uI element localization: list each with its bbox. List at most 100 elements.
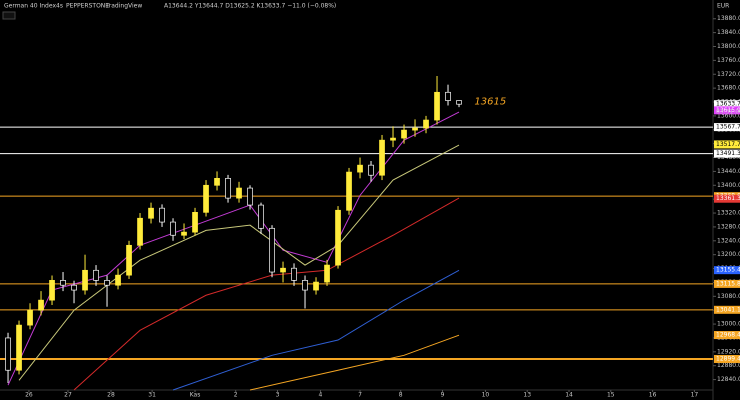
y-tick-label: 13200.0 <box>717 251 740 258</box>
x-tick-label: 7 <box>358 392 362 399</box>
toggle-button[interactable] <box>2 11 16 20</box>
candle-body <box>434 91 440 121</box>
moving-average <box>249 334 460 391</box>
price-tag-label: 13491.3 <box>716 150 740 157</box>
candle-body <box>324 264 330 283</box>
candle-body <box>192 211 198 233</box>
y-tick-label: 13400.0 <box>717 182 740 189</box>
candle-body <box>214 177 220 186</box>
candle-body <box>247 187 253 206</box>
price-tag <box>714 266 740 275</box>
x-tick-label: 9 <box>441 392 445 399</box>
annotation: 13615 <box>474 97 506 108</box>
price-tag <box>714 106 740 115</box>
candle-body <box>390 137 396 141</box>
y-tick-label: 13840.0 <box>717 29 740 36</box>
price-tag-label: 12899.4 <box>716 355 740 362</box>
y-tick-label: 12920.0 <box>717 348 740 355</box>
candle-body <box>170 221 176 236</box>
price-tag-label: 13517.7 <box>716 141 740 148</box>
y-tick-label: 13880.0 <box>717 15 740 22</box>
y-tick-label: 12840.0 <box>717 376 740 383</box>
candle-body <box>445 91 451 101</box>
y-tick-label: 13280.0 <box>717 223 740 230</box>
y-tick-label: 13800.0 <box>717 43 740 50</box>
x-tick-label: 14 <box>565 392 573 399</box>
candle-body <box>346 171 352 211</box>
x-tick-label: 10 <box>482 392 490 399</box>
candle-body <box>357 164 363 173</box>
candle-body <box>159 207 165 223</box>
x-tick-label: 13 <box>523 392 531 399</box>
price-tag <box>714 123 740 132</box>
y-tick-label: 13320.0 <box>717 210 740 217</box>
moving-average <box>172 269 460 391</box>
price-tag <box>714 100 740 109</box>
x-tick-label: 2 <box>234 392 238 399</box>
symbol: German 40 Index <box>4 3 56 10</box>
price-tag <box>714 149 740 158</box>
candle-body <box>291 267 297 281</box>
price-tag <box>714 279 740 288</box>
candle-body <box>368 164 374 176</box>
candle-body <box>137 217 143 246</box>
x-tick-label: 15 <box>607 392 615 399</box>
candle-body <box>401 129 407 139</box>
candle-body <box>16 324 22 371</box>
moving-average <box>18 144 460 381</box>
candle-body <box>456 100 462 105</box>
candle-body <box>236 187 242 199</box>
price-tag <box>714 354 740 363</box>
y-tick-label: 13720.0 <box>717 71 740 78</box>
candle-body <box>148 207 154 219</box>
x-tick-label: Kas <box>190 392 201 399</box>
broker: PEPPERSTONE <box>66 3 109 10</box>
x-tick-label: 17 <box>691 392 699 399</box>
price-tag <box>714 331 740 340</box>
candle-body <box>38 299 44 311</box>
candle-body <box>280 267 286 273</box>
candle-body <box>225 177 231 199</box>
price-tag-label: 13615.9 <box>716 107 740 114</box>
x-tick-label: 27 <box>64 392 72 399</box>
price-tag-label: 13155.4 <box>716 267 740 274</box>
y-tick-label: 13680.0 <box>717 85 740 92</box>
x-tick-label: 4 <box>319 392 323 399</box>
price-tag-label: 12968.4 <box>716 332 740 339</box>
price-tag <box>714 305 740 314</box>
candle-body <box>60 280 66 286</box>
candle-body <box>104 280 110 286</box>
price-tag <box>714 194 740 203</box>
interval: 4s <box>56 3 63 10</box>
candle-body <box>27 309 33 326</box>
x-tick-label: 3 <box>276 392 280 399</box>
candle-body <box>115 274 121 286</box>
y-tick-label: 13440.0 <box>717 168 740 175</box>
candle-body <box>379 139 385 176</box>
candle-body <box>82 269 88 291</box>
candle-body <box>181 231 187 236</box>
x-tick-label: 28 <box>107 392 115 399</box>
candle-body <box>126 244 132 276</box>
candle-body <box>423 119 429 129</box>
platform: TradingView <box>105 3 142 10</box>
candle-body <box>412 127 418 131</box>
candle-body <box>203 184 209 213</box>
y-tick-label: 13600.0 <box>717 112 740 119</box>
price-tag <box>714 140 740 149</box>
y-tick-label: 13080.0 <box>717 293 740 300</box>
y-tick-label: 13240.0 <box>717 237 740 244</box>
candle-body <box>93 269 99 281</box>
currency[interactable]: EUR <box>717 3 729 10</box>
price-tag-label: 13115.8 <box>716 280 740 287</box>
candle-body <box>269 227 275 273</box>
candle-body <box>5 337 11 371</box>
price-tag-label: 13361.3 <box>716 195 740 202</box>
price-tag-label: 13041.1 <box>716 306 740 313</box>
price-tag-label: 13567.7 <box>716 124 740 131</box>
candle-body <box>313 281 319 291</box>
ohlc: A13644.2 Y13644.7 D13625.2 K13633.7 −11.… <box>164 3 336 10</box>
